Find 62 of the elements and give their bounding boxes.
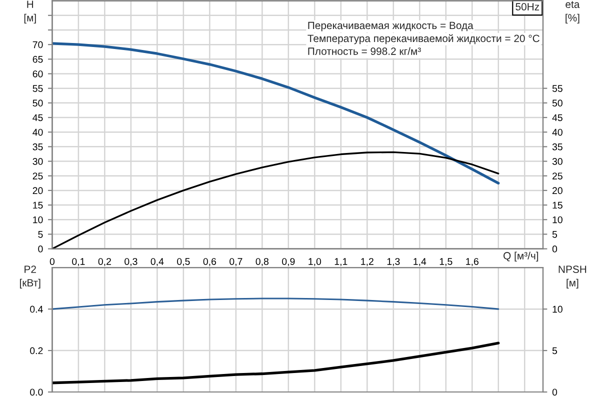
x-tick-label: 0 (50, 258, 55, 265)
y2-tick-label: 0 (552, 246, 558, 252)
x-tick-label: 1,0 (308, 258, 322, 266)
y2-tick-label: 45 (552, 114, 562, 122)
annotation: Перекачиваемая жидкость = Вода (308, 22, 474, 32)
annotation: Плотность = 998.2 кг/м³ (308, 47, 421, 55)
x-tick-label: 0,2 (98, 258, 111, 266)
x-tick-label: 0,6 (203, 258, 216, 266)
line-series (52, 298, 500, 310)
y-axis-title: P2 [кВт] (20, 266, 40, 289)
y2-tick-label: 5 (552, 231, 558, 238)
y2-tick-label: 50 (552, 100, 562, 107)
y2-tick-label: 5 (552, 347, 558, 354)
y2-tick-label: 0 (552, 388, 558, 396)
annotation: Температура перекачиваемой жидкости = 20 °C (308, 34, 540, 44)
y-tick-label: 70 (32, 41, 43, 48)
y2-tick-label: 30 (552, 158, 562, 165)
chart-title: 50Hz (516, 3, 540, 10)
y-tick-label: 50 (32, 100, 43, 107)
y-tick-label: 60 (32, 70, 43, 78)
y-tick-label: 40 (32, 128, 43, 136)
x-tick-label: 0,5 (177, 258, 190, 266)
y2-tick-label: 35 (552, 143, 562, 150)
y-tick-label: 0 (38, 246, 43, 252)
y2-tick-label: 10 (552, 216, 562, 224)
y-tick-label: 35 (32, 143, 43, 150)
x-tick-label: 0,4 (150, 258, 164, 266)
y-tick-label: 65 (32, 56, 43, 63)
x-axis-title: Q [м³/ч] (504, 252, 538, 262)
x-tick-label: 0,8 (256, 258, 269, 266)
x-tick-label: 1,5 (440, 258, 452, 266)
y-tick-label: 25 (32, 172, 43, 180)
x-tick-label: 1,2 (361, 258, 374, 266)
y-tick-label: 5 (38, 231, 43, 238)
line-series (52, 342, 500, 384)
y2-tick-label: 25 (552, 172, 562, 180)
x-tick-label: 1,6 (466, 258, 478, 266)
y2-tick-label: 55 (552, 85, 562, 92)
y-tick-label: 10 (33, 216, 43, 224)
y-tick-label: 20 (32, 187, 43, 194)
y-tick-label: 0.2 (30, 347, 43, 354)
y-tick-label: 55 (32, 85, 43, 92)
x-tick-label: 0,7 (230, 258, 242, 266)
y-tick-label: 15 (33, 202, 43, 209)
y2-tick-label: 20 (552, 187, 562, 194)
y-tick-label: 0.0 (30, 388, 43, 396)
y2-axis-title: NPSH [м] (558, 266, 586, 289)
y-tick-label: 30 (32, 158, 43, 165)
y2-tick-label: 10 (552, 306, 562, 313)
y-axis-title: H [м] (24, 0, 36, 24)
x-tick-label: 0,9 (282, 258, 295, 266)
y-tick-label: 45 (32, 114, 43, 122)
line-series (52, 151, 500, 249)
x-tick-label: 1,1 (334, 258, 348, 266)
y2-axis-title: eta [%] (566, 1, 580, 24)
x-tick-label: 0,1 (72, 258, 85, 266)
y2-tick-label: 40 (552, 128, 562, 136)
x-tick-label: 0,3 (124, 258, 138, 266)
y-tick-label: 0.4 (30, 306, 43, 313)
y2-tick-label: 15 (552, 202, 562, 209)
x-tick-label: 1,4 (414, 258, 426, 266)
x-tick-label: 1,3 (387, 258, 400, 266)
